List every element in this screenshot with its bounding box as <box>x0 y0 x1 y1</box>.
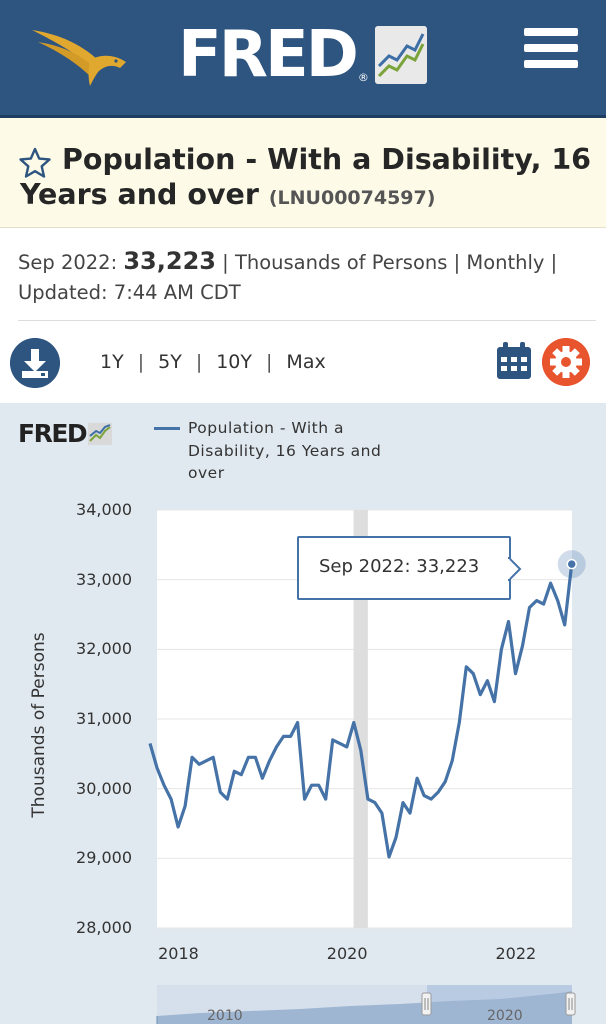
recession-shading <box>353 510 368 928</box>
navigator-left-handle[interactable] <box>421 992 432 1016</box>
registered-mark: ® <box>357 71 369 84</box>
series-line[interactable] <box>148 563 574 859</box>
header: FRED ® <box>0 0 606 118</box>
series-meta: Sep 2022: 33,223 | Thousands of Persons … <box>18 247 558 304</box>
x-tick-label: 2020 <box>326 944 368 963</box>
series-title: Population - With a Disability, 16 Years… <box>20 143 592 211</box>
legend-line-swatch <box>154 427 180 430</box>
eagle-logo-icon[interactable] <box>30 24 130 88</box>
page-title: Population - With a Disability, 16 Years… <box>20 142 600 216</box>
x-tick-label: 2018 <box>158 944 199 963</box>
star-favorite-icon[interactable] <box>18 146 52 180</box>
tooltip-pointer <box>508 557 522 581</box>
fred-chart-icon <box>374 26 427 84</box>
y-tick-label: 32,000 <box>76 639 132 659</box>
chart-legend[interactable]: Population - With a Disability, 16 Years… <box>188 419 382 482</box>
series-id: (LNU00074597) <box>268 187 436 209</box>
chart-area: FRED Population - With a Disability, 16 … <box>0 403 606 1024</box>
y-tick-label: 31,000 <box>76 709 132 728</box>
fred-logo-text: FRED <box>178 18 359 92</box>
updated-label: Updated: <box>18 281 108 304</box>
frequency-label: Monthly <box>466 251 545 274</box>
y-tick-label: 29,000 <box>76 848 132 868</box>
observation-value: 33,223 <box>123 247 216 275</box>
navigator-series <box>157 991 572 1024</box>
hover-tooltip: Sep 2022: 33,223 <box>297 536 511 600</box>
y-axis-label: Thousands of Persons <box>29 632 49 818</box>
date-range-selector: 1Y | 5Y | 10Y | Max <box>100 351 326 373</box>
observation-date: Sep 2022: <box>18 251 118 274</box>
hover-point[interactable] <box>566 558 577 570</box>
x-tick-label: 2022 <box>495 944 537 963</box>
units-label: Thousands of Persons <box>234 251 448 274</box>
chart-fred-logo: FRED <box>18 419 113 448</box>
series-title-band: Population - With a Disability, 16 Years… <box>0 118 606 228</box>
y-tick-label: 28,000 <box>76 918 132 937</box>
fred-logo[interactable]: FRED ® <box>178 20 427 90</box>
range-1y[interactable]: 1Y <box>100 351 124 373</box>
hamburger-menu-icon[interactable] <box>524 28 578 80</box>
chart-logo-icon <box>88 422 113 445</box>
range-max[interactable]: Max <box>286 351 326 373</box>
chart-toolbar: 1Y | 5Y | 10Y | Max <box>0 334 606 394</box>
y-tick-label: 33,000 <box>76 569 132 589</box>
navigator-label-2020: 2020 <box>487 1008 523 1024</box>
navigator-label-2010: 2010 <box>207 1008 243 1024</box>
updated-time: 7:44 AM CDT <box>113 281 241 304</box>
y-tick-label: 30,000 <box>76 778 132 798</box>
download-icon[interactable] <box>10 338 60 388</box>
chart-logo-text: FRED <box>18 419 88 448</box>
calendar-icon[interactable] <box>496 342 532 380</box>
settings-gear-icon[interactable] <box>542 338 590 386</box>
divider <box>18 320 596 321</box>
y-tick-label: 34,000 <box>76 500 132 519</box>
navigator-right-handle[interactable] <box>565 992 576 1016</box>
range-5y[interactable]: 5Y <box>158 351 182 373</box>
range-10y[interactable]: 10Y <box>216 351 253 373</box>
